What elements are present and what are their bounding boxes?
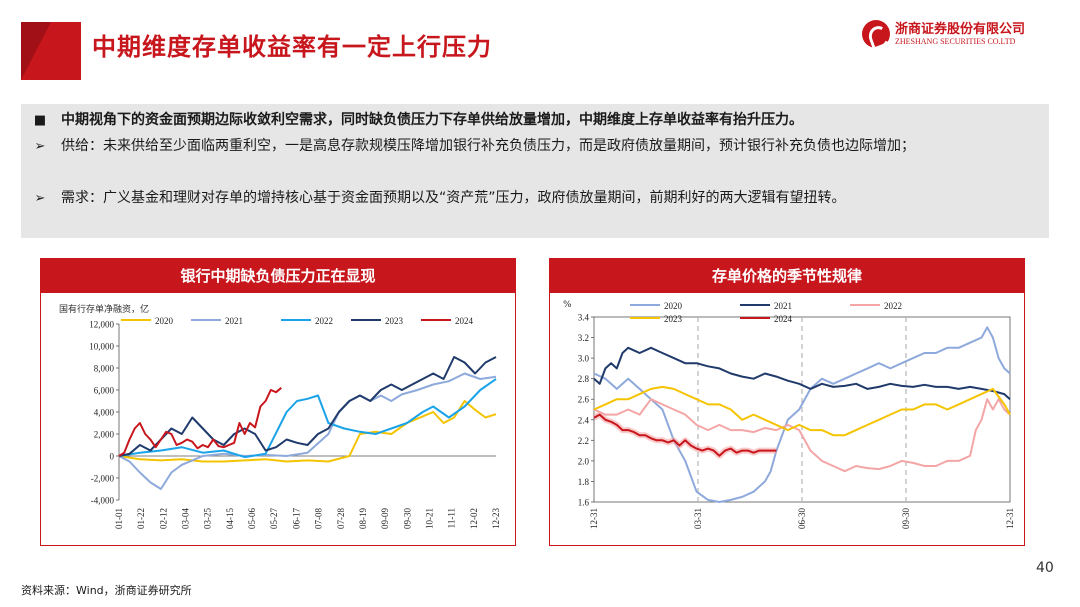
chart-left-svg: -4,000 -2,000 0 2,000 4,000 6,000 8,000 10,000 1… xyxy=(59,303,501,529)
x-tick-label: 09-30 xyxy=(901,508,911,529)
x-tick-label: 12-31 xyxy=(589,508,599,529)
y-tick-label: 8,000 xyxy=(94,364,115,374)
series-line-2023 xyxy=(593,385,1011,437)
legend-label-2022: 2022 xyxy=(315,316,333,326)
x-tick-label: 03-25 xyxy=(203,508,213,529)
x-tick-label: 05-27 xyxy=(269,508,279,529)
x-tick-label: 09-30 xyxy=(402,508,412,529)
summary-main-text: 中期视角下的资金面预期边际收敛利空需求，同时缺负债压力下存单供给放量增加，中期维… xyxy=(61,112,803,128)
company-logo: 浙商证券股份有限公司 ZHESHANG SECURITIES CO.LTD xyxy=(862,18,1062,52)
arrow-bullet-icon: ➢ xyxy=(34,191,46,206)
y-tick-label: 2.2 xyxy=(578,436,589,446)
source-note: 资料来源：Wind，浙商证券研究所 xyxy=(21,584,192,597)
x-tick-label: 06-17 xyxy=(291,508,301,529)
summary-demand-text: 需求：广义基金和理财对存单的增持核心基于资金面预期以及“资产荒”压力，政府债放量… xyxy=(61,190,846,206)
legend-label-2020: 2020 xyxy=(664,301,683,311)
y-tick-label: 6,000 xyxy=(94,386,115,396)
x-tick-label: 12-02 xyxy=(469,508,479,529)
y-tick-label: 1.8 xyxy=(578,477,590,487)
legend-label-2020: 2020 xyxy=(155,316,174,326)
y-tick-label: 1.6 xyxy=(578,498,590,508)
series-line-2020 xyxy=(118,400,497,463)
y-tick-label: 0 xyxy=(110,452,115,462)
summary-box: ■ 中期视角下的资金面预期边际收敛利空需求，同时缺负债压力下存单供给放量增加，中… xyxy=(21,104,1049,238)
x-tick-label: 04-15 xyxy=(225,508,235,529)
chart-panel-right: 存单价格的季节性规律 1.6 1.8 2.0 2.2 2.4 2.6 2.8 3.0 3.2 3.… xyxy=(549,258,1025,546)
series-line-2021 xyxy=(118,372,497,490)
series-glow-2024 xyxy=(592,411,777,459)
chart-right-svg: 1.6 1.8 2.0 2.2 2.4 2.6 2.8 3.0 3.2 3.4 12-31 03-31… xyxy=(563,300,1015,529)
title-accent-shade xyxy=(21,22,51,80)
legend-label-2021: 2021 xyxy=(225,316,243,326)
series-line-2021 xyxy=(593,346,1011,400)
y-tick-label: 10,000 xyxy=(89,342,114,352)
x-tick-label: 09-09 xyxy=(380,508,390,529)
x-tick-label: 06-30 xyxy=(797,508,807,529)
arrow-bullet-icon: ➢ xyxy=(34,139,46,154)
x-tick-label: 01-22 xyxy=(136,508,146,529)
y-tick-label: 12,000 xyxy=(89,320,114,330)
legend-label-2022: 2022 xyxy=(884,301,902,311)
x-tick-label: 03-04 xyxy=(181,508,191,529)
legend-label-2024: 2024 xyxy=(455,316,474,326)
y-tick-label: 2.8 xyxy=(578,374,590,384)
y-axis-label: % xyxy=(563,300,572,310)
y-tick-label: -2,000 xyxy=(91,474,115,484)
page-number: 40 xyxy=(1036,560,1054,576)
legend-label-2024: 2024 xyxy=(774,314,793,324)
y-tick-label: 2.4 xyxy=(578,415,590,425)
series-line-2023 xyxy=(118,356,497,457)
logo-name-cn: 浙商证券股份有限公司 xyxy=(895,22,1026,37)
legend-label-2021: 2021 xyxy=(774,301,792,311)
logo-name-en: ZHESHANG SECURITIES CO.LTD xyxy=(895,37,1016,46)
legend-label-2023: 2023 xyxy=(385,316,404,326)
series-line-2024 xyxy=(118,387,282,457)
summary-supply-text: 供给：未来供给至少面临两重利空，一是高息存款规模压降增加银行补充负债压力，而是政… xyxy=(61,138,915,154)
x-tick-label: 07-28 xyxy=(336,508,346,529)
square-bullet-icon: ■ xyxy=(33,113,47,128)
zheshang-logo-icon xyxy=(862,20,890,48)
x-tick-label: 11-11 xyxy=(447,508,457,528)
x-tick-label: 01-01 xyxy=(114,508,124,529)
x-tick-label: 02-12 xyxy=(158,508,168,529)
y-tick-label: 3.2 xyxy=(578,333,589,343)
y-tick-label: 2.6 xyxy=(578,395,590,405)
y-tick-label: 3.0 xyxy=(578,354,590,364)
chart-title-right: 存单价格的季节性规律 xyxy=(550,259,1024,293)
title-accent-bar xyxy=(21,22,81,80)
y-tick-label: 4,000 xyxy=(94,408,115,418)
chart-panel-left: 银行中期缺负债压力正在显现 -4,000 -2,000 0 2,000 4,000 6,0… xyxy=(40,258,516,546)
x-tick-label: 12-23 xyxy=(491,508,501,529)
y-axis-label: 国有行存单净融资，亿 xyxy=(59,303,149,315)
y-tick-label: 2,000 xyxy=(94,430,115,440)
x-tick-label: 10-21 xyxy=(424,508,434,529)
x-tick-label: 03-31 xyxy=(693,508,703,529)
y-tick-label: -4,000 xyxy=(91,496,115,506)
x-tick-label: 07-08 xyxy=(314,508,324,529)
series-line-2024 xyxy=(593,413,777,457)
x-tick-label: 12-31 xyxy=(1005,508,1015,529)
chart-title-left: 银行中期缺负债压力正在显现 xyxy=(41,259,515,293)
series-line-2022 xyxy=(593,398,1011,473)
y-tick-label: 3.4 xyxy=(578,313,590,323)
legend-label-2023: 2023 xyxy=(664,314,683,324)
y-tick-label: 2.0 xyxy=(578,456,590,466)
series-line-2022 xyxy=(118,378,497,459)
x-tick-label: 08-19 xyxy=(358,508,368,529)
page-title: 中期维度存单收益率有一定上行压力 xyxy=(92,33,492,61)
x-tick-label: 05-06 xyxy=(247,508,257,529)
